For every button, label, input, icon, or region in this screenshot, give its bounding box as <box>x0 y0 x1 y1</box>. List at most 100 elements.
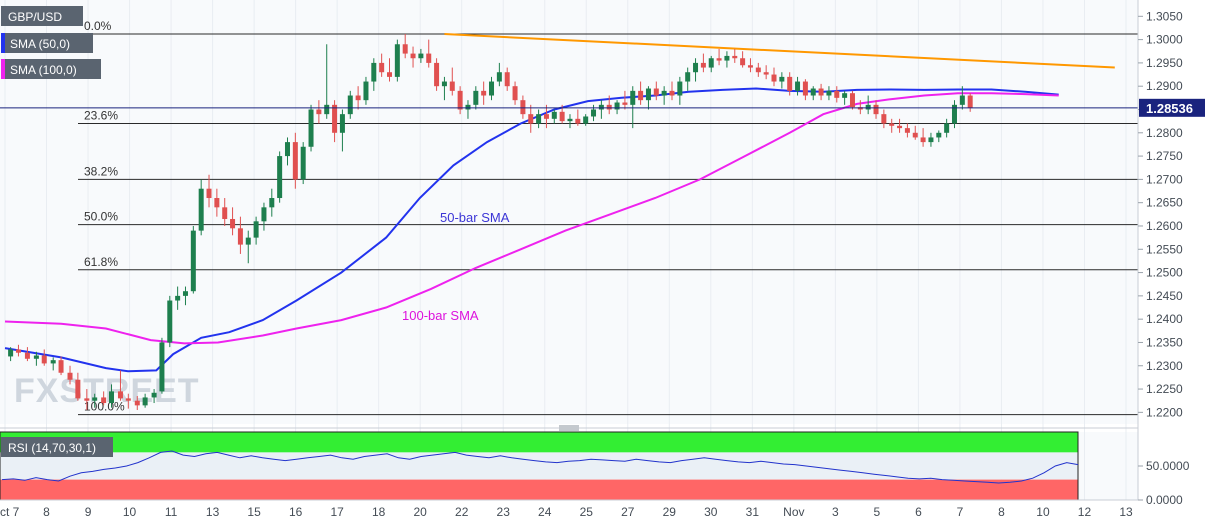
x-tick-label: 22 <box>455 505 469 519</box>
x-tick-label: 10 <box>123 505 137 519</box>
sma100-label-box[interactable] <box>1 59 101 79</box>
candle-body <box>142 397 148 406</box>
candle-body <box>677 81 683 96</box>
rsi-label-box[interactable] <box>1 437 113 457</box>
x-tick-label: 5 <box>874 505 881 519</box>
main-plot-area <box>0 0 1138 424</box>
candle-body <box>8 349 14 357</box>
candle <box>904 123 910 138</box>
rsi-axis-ticks: 50.0000 0.0000 <box>1138 459 1190 507</box>
candle-body <box>58 360 64 373</box>
candle <box>15 344 21 357</box>
candle-body <box>747 65 753 68</box>
candle-body <box>50 360 56 364</box>
candle <box>206 174 212 208</box>
x-tick-label: 23 <box>497 505 511 519</box>
candle-body <box>755 67 761 73</box>
y-tick-label: 1.2650 <box>1146 196 1183 210</box>
candle-body <box>489 81 495 96</box>
resistance-trendline[interactable] <box>444 33 1115 69</box>
candle-body <box>371 62 377 82</box>
time-axis[interactable]: Oct 7 8 9 10 11 13 15 16 17 18 20 22 23 24 25 27 29 30 31 N… <box>0 505 1133 519</box>
candle <box>732 48 738 63</box>
candle-body <box>347 95 353 115</box>
trend-line <box>444 33 1115 69</box>
candle <box>740 51 746 68</box>
sma50-label-box[interactable] <box>1 33 93 53</box>
candle-body <box>449 81 455 91</box>
candle-body <box>543 114 549 119</box>
candle-body <box>551 111 557 119</box>
candle-body <box>465 104 471 110</box>
candle <box>292 132 298 189</box>
candle-body <box>387 72 393 77</box>
candle-body <box>897 125 903 129</box>
candle <box>857 100 863 115</box>
y-tick-label: 1.2300 <box>1146 359 1183 373</box>
candle <box>865 95 871 115</box>
fib-label: 61.8% <box>84 255 118 269</box>
sma-100-line <box>4 92 1059 345</box>
candle-body <box>645 88 651 101</box>
candle <box>897 118 903 133</box>
candle-body <box>198 188 204 231</box>
candle <box>457 86 463 115</box>
rsi-oversold-zone <box>0 479 1078 500</box>
candle <box>418 48 424 63</box>
sma50-color-swatch <box>1 33 5 53</box>
candle-body <box>936 132 942 138</box>
candle <box>182 286 188 306</box>
vertical-grid <box>4 0 1127 500</box>
candle <box>473 86 479 110</box>
candle <box>387 58 393 82</box>
candle <box>308 104 314 152</box>
price-axis[interactable] <box>1138 0 1207 424</box>
pane-resize-handle[interactable] <box>0 425 1138 431</box>
candle <box>779 72 785 89</box>
candle <box>614 100 620 115</box>
candle <box>504 67 510 91</box>
candle-body <box>904 128 910 133</box>
candle-body <box>967 95 973 108</box>
x-tick-label: 24 <box>538 505 552 519</box>
candle-body <box>101 397 107 404</box>
y-tick-label: 1.2700 <box>1146 172 1183 186</box>
candles <box>8 34 973 411</box>
candle-body <box>92 397 98 401</box>
candle <box>622 90 628 110</box>
legend: GBP/USD SMA (50,0) SMA (100,0) <box>1 6 101 79</box>
candle <box>363 76 369 105</box>
candle <box>117 370 123 401</box>
symbol-label-box[interactable] <box>1 6 83 26</box>
candle-body <box>253 221 259 238</box>
candle-body <box>277 156 283 199</box>
candle-body <box>441 81 447 87</box>
fib-label: 38.2% <box>84 164 118 178</box>
candle-body <box>504 72 510 87</box>
candle-body <box>763 72 769 75</box>
candle-body <box>410 53 416 59</box>
candle <box>881 109 887 129</box>
candle <box>536 109 542 129</box>
candle-body <box>528 114 534 124</box>
candle <box>347 90 353 119</box>
candle-body <box>418 53 424 59</box>
x-tick-label: 6 <box>915 505 922 519</box>
candle <box>936 130 942 143</box>
candle <box>951 100 957 129</box>
candle <box>253 216 259 245</box>
x-tick-label: 18 <box>372 505 386 519</box>
fib-label: 23.6% <box>84 108 118 122</box>
candle <box>222 198 228 226</box>
candle-body <box>810 88 816 96</box>
candle-body <box>182 291 188 296</box>
candle-body <box>928 137 934 143</box>
candle-body <box>834 90 840 98</box>
x-tick-label: 15 <box>247 505 261 519</box>
x-tick-label: 30 <box>704 505 718 519</box>
candle-body <box>214 198 220 208</box>
candle <box>802 79 808 101</box>
candle <box>269 188 275 217</box>
candle-body <box>575 118 581 124</box>
candle <box>159 337 165 394</box>
